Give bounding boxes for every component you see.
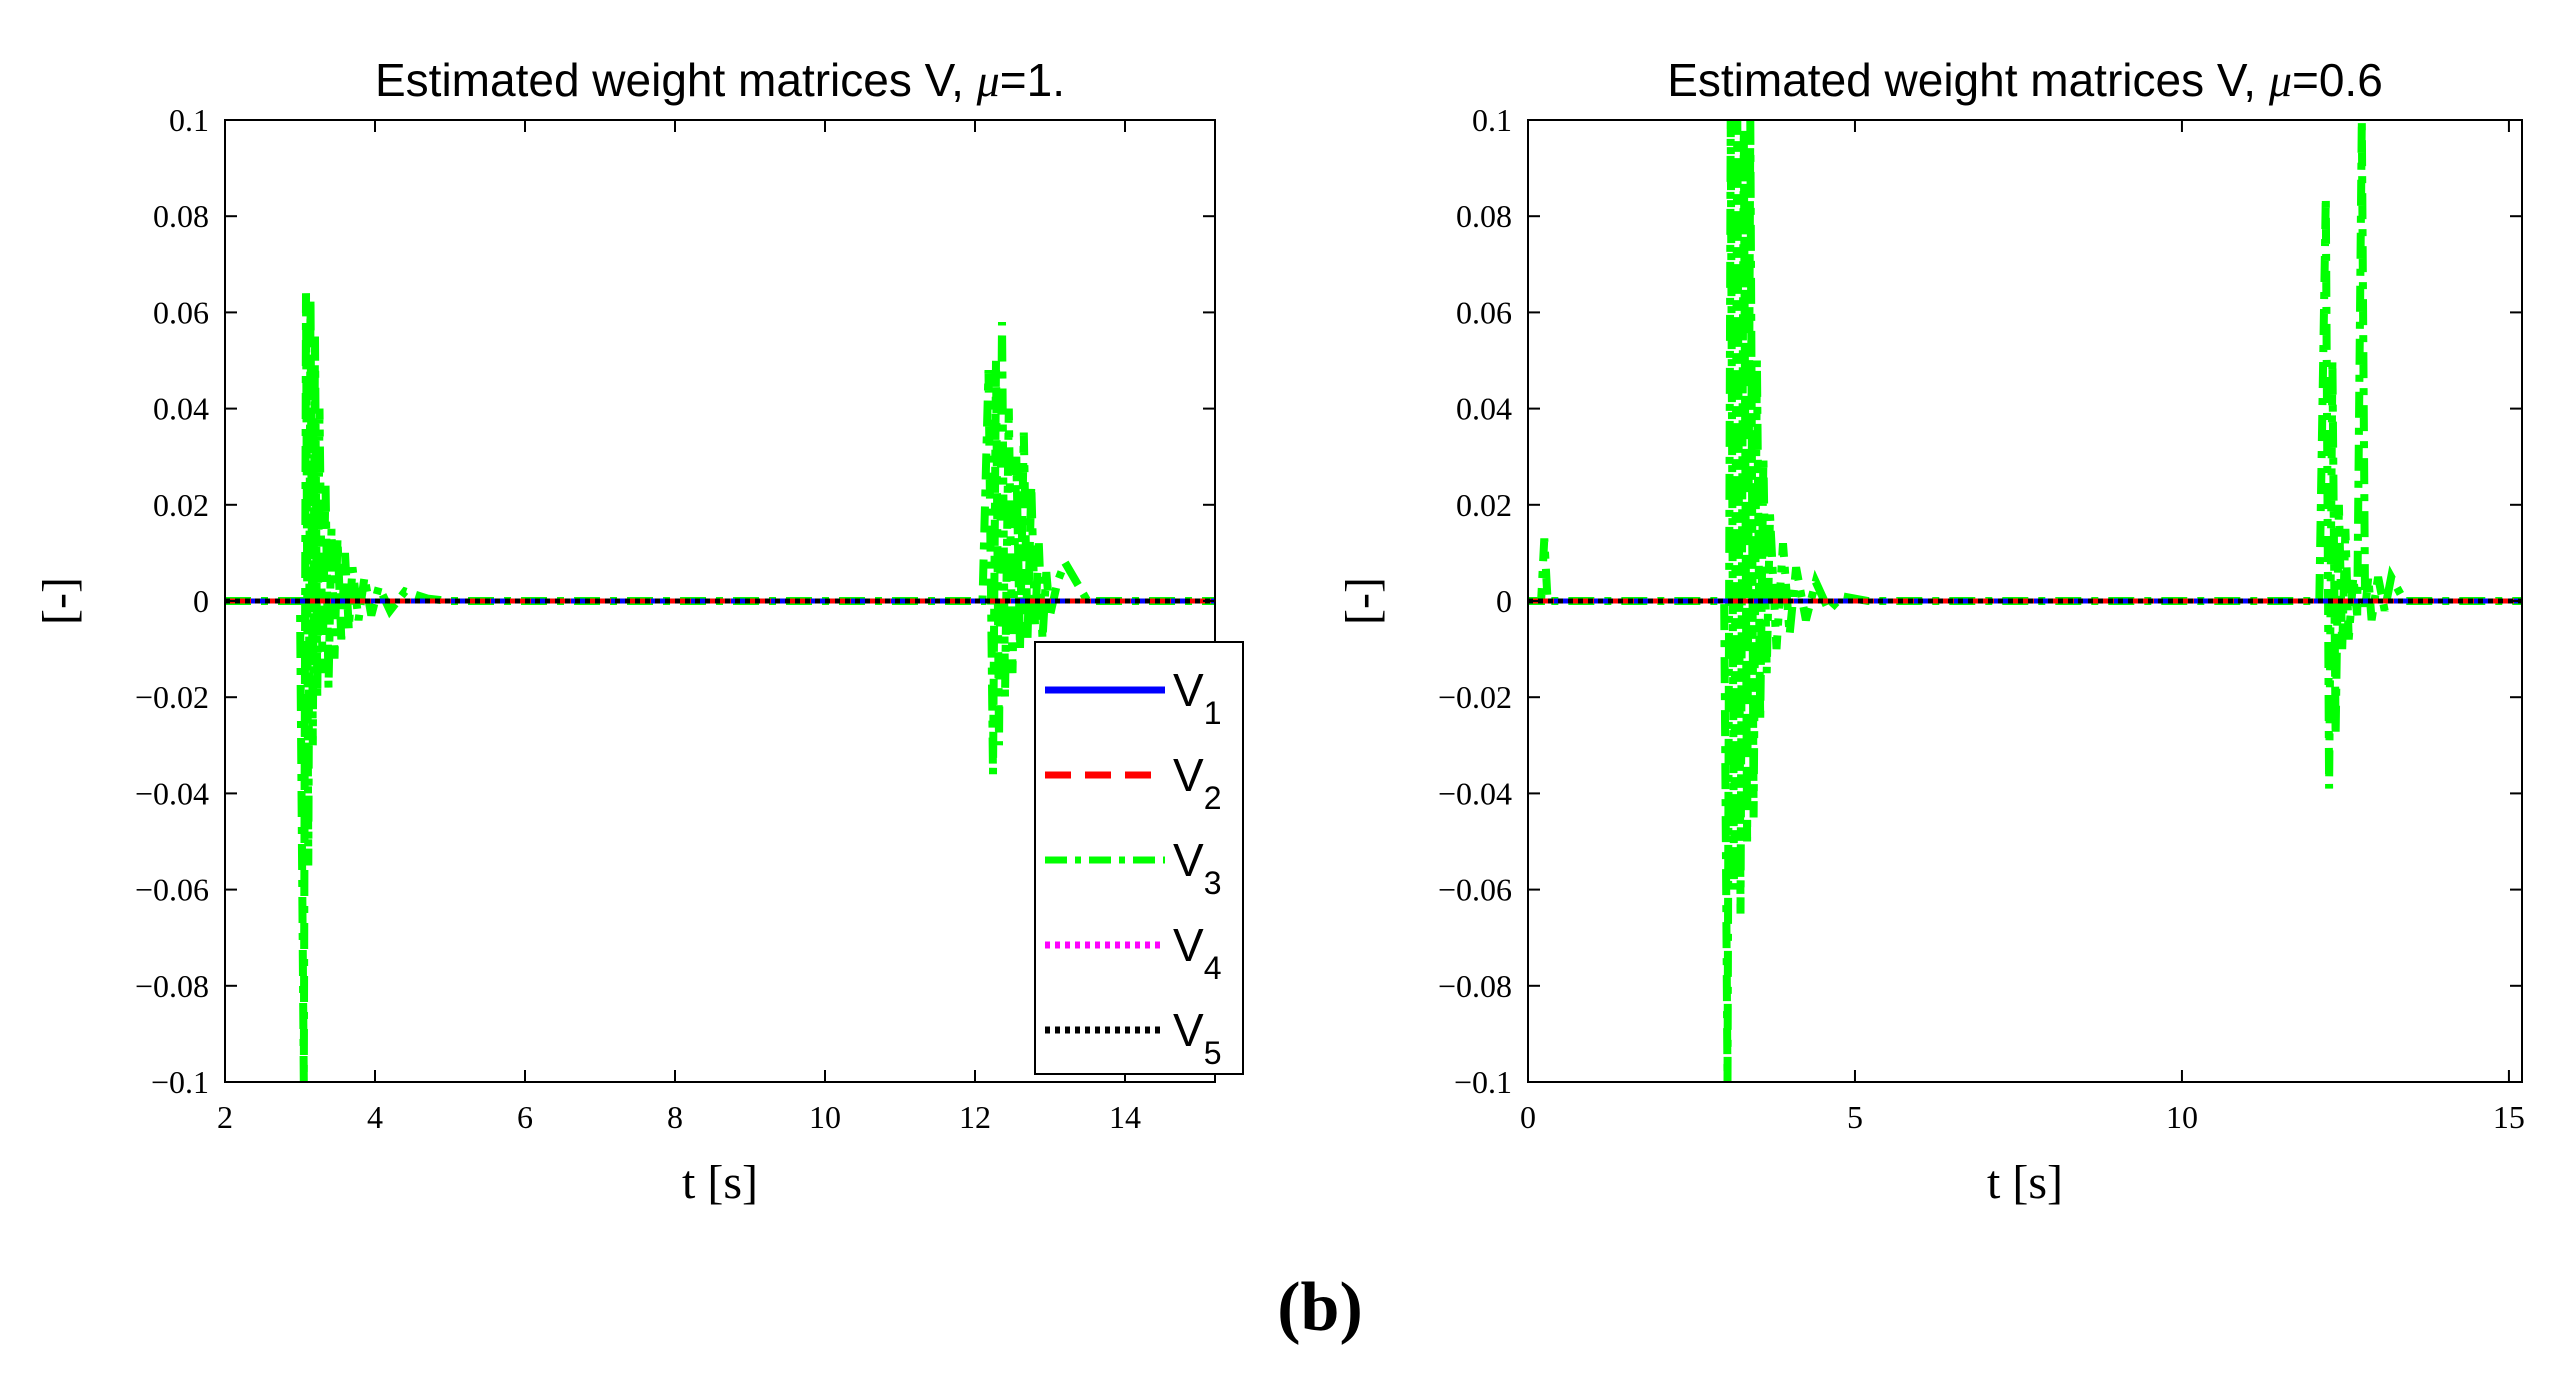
- y-tick-label: −0.08: [135, 968, 209, 1004]
- chart-2: 0 5 10 15 0.1 0.08 0.06 0.04 0.02 0 −0.02 −0.04 −0.0…: [1336, 54, 2525, 1209]
- y-tick-label: −0.06: [135, 872, 209, 908]
- legend-label-base: V: [1173, 919, 1204, 971]
- y-tick-label: 0.06: [1456, 294, 1512, 330]
- legend-label-base: V: [1173, 1004, 1204, 1056]
- chart-title-mu: μ: [976, 55, 1000, 106]
- x-tick-label: 0: [1520, 1099, 1536, 1135]
- y-tick-label: −0.02: [1438, 679, 1512, 715]
- legend-label-base: V: [1173, 664, 1204, 716]
- x-tick-label: 10: [2166, 1099, 2198, 1135]
- x-tick-label: 10: [809, 1099, 841, 1135]
- legend-label-sub: 1: [1204, 695, 1222, 731]
- x-tick-label: 5: [1847, 1099, 1863, 1135]
- y-tick-label: −0.04: [1438, 775, 1512, 811]
- chart-title-suffix: =1.: [1000, 54, 1065, 106]
- y-tick-label: 0: [193, 583, 209, 619]
- x-tick-label: 15: [2493, 1099, 2525, 1135]
- chart-title: Estimated weight matrices V, μ=1.: [375, 54, 1065, 106]
- y-axis-label: [-]: [1336, 577, 1389, 625]
- legend-label-base: V: [1173, 749, 1204, 801]
- chart-title-mu: μ: [2268, 55, 2292, 106]
- y-tick-label: 0.04: [153, 391, 209, 427]
- y-tick-label: 0.1: [169, 102, 209, 138]
- legend-label-sub: 2: [1204, 780, 1222, 816]
- chart-title: Estimated weight matrices V, μ=0.6: [1667, 54, 2383, 106]
- y-tick-label: 0.1: [1472, 102, 1512, 138]
- y-axis-label: [-]: [33, 577, 86, 625]
- legend-label-sub: 5: [1204, 1035, 1222, 1071]
- x-axis-label: t [s]: [682, 1156, 758, 1209]
- legend-label-sub: 3: [1204, 865, 1222, 901]
- legend-label-5: V5: [1173, 1004, 1221, 1071]
- x-tick-label: 8: [667, 1099, 683, 1135]
- legend-label-4: V4: [1173, 919, 1221, 986]
- legend-label-3: V3: [1173, 834, 1221, 901]
- y-tick-label: 0.08: [153, 198, 209, 234]
- x-tick-label: 12: [959, 1099, 991, 1135]
- y-tick-label: −0.02: [135, 679, 209, 715]
- y-tick-label: −0.06: [1438, 872, 1512, 908]
- y-tick-label: 0.06: [153, 294, 209, 330]
- y-tick-label: −0.08: [1438, 968, 1512, 1004]
- x-tick-label: 2: [217, 1099, 233, 1135]
- series-group: [1528, 119, 2522, 1083]
- series-line-v3: [1528, 119, 2522, 1083]
- x-tick-label: 6: [517, 1099, 533, 1135]
- series-group: [225, 293, 1215, 1083]
- x-tick-label: 4: [367, 1099, 383, 1135]
- figure-label: (b): [1277, 1269, 1363, 1346]
- y-tick-label: 0: [1496, 583, 1512, 619]
- y-tick-label: −0.1: [151, 1064, 209, 1100]
- y-tick-label: 0.02: [1456, 487, 1512, 523]
- x-tick-label: 14: [1109, 1099, 1141, 1135]
- chart-1: 2 4 6 8 10 12 14 0.1 0.08 0.06 0.04 0.02 0 −0.02 −0.04…: [33, 54, 1216, 1209]
- legend-label-2: V2: [1173, 749, 1221, 816]
- x-axis-label: t [s]: [1987, 1156, 2063, 1209]
- legend-label-1: V1: [1173, 664, 1221, 731]
- chart-title-prefix: Estimated weight matrices V,: [1667, 54, 2269, 106]
- y-tick-label: −0.04: [135, 775, 209, 811]
- chart-title-prefix: Estimated weight matrices V,: [375, 54, 977, 106]
- legend-label-base: V: [1173, 834, 1204, 886]
- chart-title-suffix: =0.6: [2292, 54, 2383, 106]
- y-tick-label: 0.04: [1456, 391, 1512, 427]
- y-tick-label: 0.02: [153, 487, 209, 523]
- y-tick-label: 0.08: [1456, 198, 1512, 234]
- legend-label-sub: 4: [1204, 950, 1222, 986]
- y-tick-label: −0.1: [1454, 1064, 1512, 1100]
